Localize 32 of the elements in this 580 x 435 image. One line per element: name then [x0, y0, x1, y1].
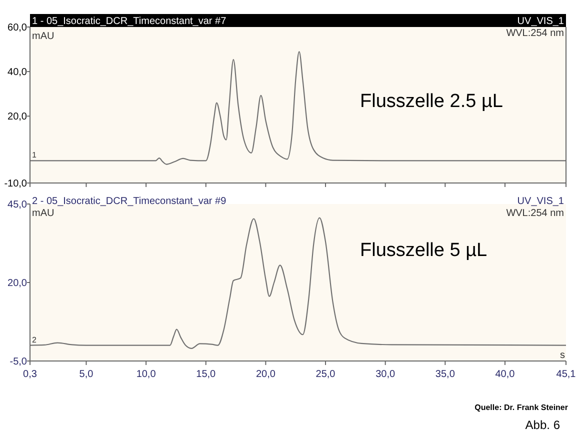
source-note: Quelle: Dr. Frank Steiner: [474, 403, 568, 412]
caption: Abb. 6: [525, 418, 560, 432]
y-tick-label: 20,0: [8, 112, 28, 123]
y-tick-label: 45,0: [8, 200, 28, 210]
x-tick-label: 30,0: [376, 369, 396, 380]
x-tick-label: 0,3: [23, 369, 38, 380]
annotation: UV_VIS_1: [517, 16, 564, 27]
annotation: Flusszelle 5 µL: [360, 240, 488, 261]
y-tick-label: -10,0: [4, 178, 28, 190]
x-tick-label: 5,0: [79, 369, 94, 380]
y-tick-label: 40,0: [8, 67, 28, 78]
annotation: Flusszelle 2.5 µL: [360, 91, 503, 112]
x-axis-title: s: [560, 350, 565, 361]
chart-title: 1 - 05_Isocratic_DCR_Timeconstant_var #7: [32, 16, 227, 27]
annotation: UV_VIS_1: [517, 196, 564, 207]
annotation: 1: [32, 150, 37, 160]
y-tick-label: -5,0: [10, 356, 28, 368]
x-tick-label: 40,0: [495, 369, 516, 380]
annotation: 2: [32, 335, 37, 344]
y-axis-title: mAU: [32, 31, 54, 42]
x-tick-label: 25,0: [316, 369, 336, 380]
x-tick-label: 45,1: [556, 369, 576, 380]
x-tick-label: 10,0: [136, 369, 156, 380]
y-tick-label: 60,0: [8, 22, 28, 34]
x-tick-label: 15,0: [196, 369, 216, 380]
x-tick-label: 20,0: [256, 369, 276, 380]
chart-title: 2 - 05_Isocratic_DCR_Timeconstant_var #9: [32, 196, 227, 207]
annotation: WVL:254 nm: [506, 208, 564, 219]
y-tick-label: 20,0: [8, 278, 28, 289]
y-axis-title: mAU: [32, 208, 54, 219]
annotation: WVL:254 nm: [506, 28, 564, 39]
x-tick-label: 35,0: [435, 369, 456, 380]
